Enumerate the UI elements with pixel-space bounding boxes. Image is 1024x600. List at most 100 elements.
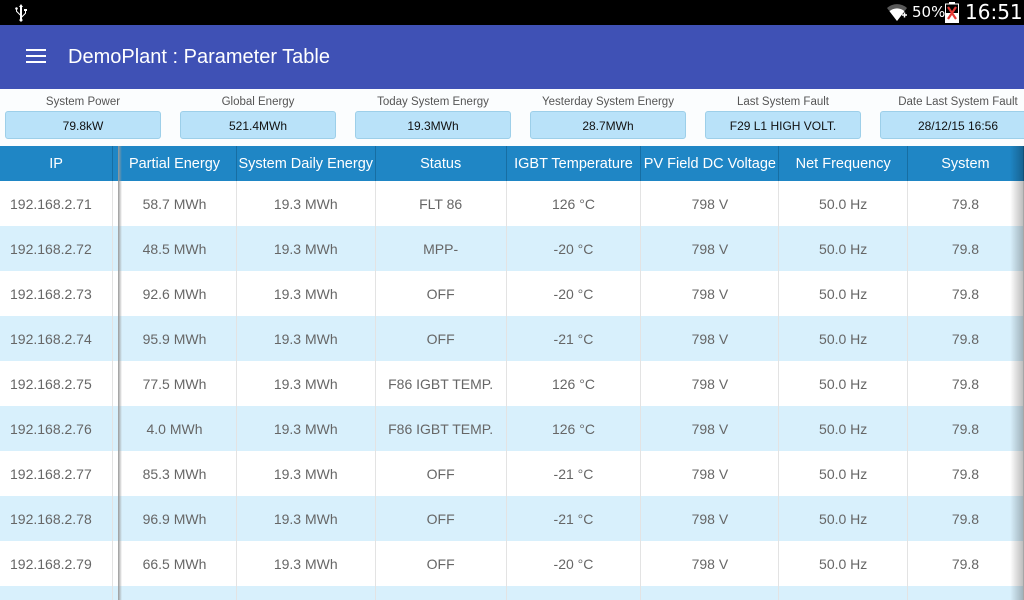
column-header[interactable]: IGBT Temperature bbox=[506, 146, 642, 181]
table-cell: 19.3 MWh bbox=[236, 181, 376, 226]
table-cell: 85.3 MWh bbox=[112, 451, 237, 496]
table-cell: OFF bbox=[375, 541, 507, 586]
table-cell bbox=[236, 586, 376, 600]
summary-today-energy: Today System Energy 19.3MWh bbox=[355, 89, 511, 139]
table-cell: 192.168.2.73 bbox=[0, 271, 114, 316]
status-bar: 50% 16:51 bbox=[0, 0, 1024, 25]
table-cell: 798 V bbox=[640, 361, 780, 406]
table-cell bbox=[506, 586, 642, 600]
table-cell: 95.9 MWh bbox=[112, 316, 237, 361]
clock: 16:51 bbox=[965, 0, 1023, 24]
battery-percent: 50% bbox=[912, 3, 946, 21]
table-cell: MPP- bbox=[375, 226, 507, 271]
table-row[interactable]: 192.168.2.77 85.3 MWh 19.3 MWh OFF -21 °C 798… bbox=[0, 451, 1024, 496]
table-cell: 50.0 Hz bbox=[778, 271, 908, 316]
table-cell: 92.6 MWh bbox=[112, 271, 237, 316]
table-row[interactable]: 192.168.2.75 77.5 MWh 19.3 MWh F86 IGBT TEM… bbox=[0, 361, 1024, 406]
summary-value[interactable]: F29 L1 HIGH VOLT. bbox=[705, 111, 861, 139]
table-cell: 798 V bbox=[640, 316, 780, 361]
summary-label: Last System Fault bbox=[736, 96, 830, 108]
column-header[interactable]: Net Frequency bbox=[778, 146, 908, 181]
summary-label: Date Last System Fault bbox=[898, 96, 1018, 108]
table-row[interactable]: 192.168.2.78 96.9 MWh 19.3 MWh OFF -21 °C 798… bbox=[0, 496, 1024, 541]
table-cell: 19.3 MWh bbox=[236, 541, 376, 586]
table-cell: 50.0 Hz bbox=[778, 316, 908, 361]
table-cell: 798 V bbox=[640, 406, 780, 451]
summary-value[interactable]: 79.8kW bbox=[5, 111, 161, 139]
column-header[interactable]: System Daily Energy bbox=[236, 146, 376, 181]
column-header[interactable]: Status bbox=[375, 146, 507, 181]
summary-last-fault: Last System Fault F29 L1 HIGH VOLT. bbox=[705, 89, 861, 139]
table-cell: 96.9 MWh bbox=[112, 496, 237, 541]
table-row[interactable]: 192.168.2.72 48.5 MWh 19.3 MWh MPP- -20 °C 79… bbox=[0, 226, 1024, 271]
table-row[interactable]: 192.168.2.71 58.7 MWh 19.3 MWh FLT 86 126 °C… bbox=[0, 181, 1024, 226]
table-cell: 50.0 Hz bbox=[778, 181, 908, 226]
table-cell: -20 °C bbox=[506, 226, 642, 271]
table-cell: 192.168.2.71 bbox=[0, 181, 114, 226]
table-cell: -21 °C bbox=[506, 496, 642, 541]
parameter-grid: IP Partial Energy System Daily Energy Statu… bbox=[0, 146, 1024, 600]
table-cell bbox=[640, 586, 780, 600]
table-cell: 798 V bbox=[640, 451, 780, 496]
summary-value[interactable]: 28/12/15 16:56 bbox=[880, 111, 1024, 139]
parameter-table[interactable]: IP Partial Energy System Daily Energy Statu… bbox=[0, 146, 1024, 600]
table-cell: 48.5 MWh bbox=[112, 226, 237, 271]
table-cell: 79.8 bbox=[907, 226, 1024, 271]
table-cell: 79.8 bbox=[907, 451, 1024, 496]
table-cell: 798 V bbox=[640, 541, 780, 586]
summary-global-energy: Global Energy 521.4MWh bbox=[180, 89, 336, 139]
summary-label: Today System Energy bbox=[377, 96, 489, 108]
table-cell: F86 IGBT TEMP. bbox=[375, 406, 507, 451]
summary-date-last-fault: Date Last System Fault 28/12/15 16:56 bbox=[880, 89, 1024, 139]
scroll-edge-shadow bbox=[1010, 146, 1024, 600]
wifi-icon bbox=[887, 4, 907, 21]
table-cell: 50.0 Hz bbox=[778, 496, 908, 541]
table-cell: -20 °C bbox=[506, 541, 642, 586]
table-cell: 798 V bbox=[640, 226, 780, 271]
table-cell: 50.0 Hz bbox=[778, 406, 908, 451]
battery-icon bbox=[945, 2, 959, 23]
app-bar: DemoPlant : Parameter Table bbox=[0, 25, 1024, 89]
table-cell: 19.3 MWh bbox=[236, 316, 376, 361]
table-cell: 192.168.2.74 bbox=[0, 316, 114, 361]
column-header[interactable]: IP bbox=[0, 146, 114, 181]
table-cell: 19.3 MWh bbox=[236, 226, 376, 271]
table-cell: 126 °C bbox=[506, 181, 642, 226]
summary-label: Yesterday System Energy bbox=[542, 96, 674, 108]
table-cell: FLT 86 bbox=[375, 181, 507, 226]
summary-value[interactable]: 521.4MWh bbox=[180, 111, 336, 139]
table-cell: 19.3 MWh bbox=[236, 271, 376, 316]
table-cell: 798 V bbox=[640, 496, 780, 541]
table-cell bbox=[375, 586, 507, 600]
table-cell: 19.3 MWh bbox=[236, 361, 376, 406]
summary-value[interactable]: 28.7MWh bbox=[530, 111, 686, 139]
table-cell: -21 °C bbox=[506, 451, 642, 496]
summary-value[interactable]: 19.3MWh bbox=[355, 111, 511, 139]
table-cell: 50.0 Hz bbox=[778, 451, 908, 496]
table-cell: 50.0 Hz bbox=[778, 226, 908, 271]
table-row[interactable]: 192.168.2.79 66.5 MWh 19.3 MWh OFF -20 °C 798… bbox=[0, 541, 1024, 586]
column-header[interactable]: PV Field DC Voltage bbox=[640, 146, 780, 181]
table-cell: 79.8 bbox=[907, 181, 1024, 226]
column-header[interactable]: Partial Energy bbox=[112, 146, 237, 181]
table-header: IP Partial Energy System Daily Energy Statu… bbox=[0, 146, 1024, 181]
table-cell: 79.8 bbox=[907, 361, 1024, 406]
frozen-column-divider bbox=[118, 146, 122, 600]
table-cell: 192.168.2.76 bbox=[0, 406, 114, 451]
table-cell: OFF bbox=[375, 316, 507, 361]
table-cell: 19.3 MWh bbox=[236, 406, 376, 451]
table-cell: F86 IGBT TEMP. bbox=[375, 361, 507, 406]
table-row[interactable]: 192.168.2.74 95.9 MWh 19.3 MWh OFF -21 °C 798… bbox=[0, 316, 1024, 361]
menu-icon[interactable] bbox=[26, 49, 46, 65]
table-cell: 4.0 MWh bbox=[112, 406, 237, 451]
column-header[interactable]: System bbox=[907, 146, 1024, 181]
table-cell: 50.0 Hz bbox=[778, 361, 908, 406]
table-row[interactable] bbox=[0, 586, 1024, 600]
table-cell: 50.0 Hz bbox=[778, 541, 908, 586]
page-title: DemoPlant : Parameter Table bbox=[68, 46, 330, 68]
table-row[interactable]: 192.168.2.76 4.0 MWh 19.3 MWh F86 IGBT TEMP… bbox=[0, 406, 1024, 451]
table-cell: 192.168.2.72 bbox=[0, 226, 114, 271]
table-cell: 77.5 MWh bbox=[112, 361, 237, 406]
table-row[interactable]: 192.168.2.73 92.6 MWh 19.3 MWh OFF -20 °C 798… bbox=[0, 271, 1024, 316]
table-cell: 19.3 MWh bbox=[236, 451, 376, 496]
